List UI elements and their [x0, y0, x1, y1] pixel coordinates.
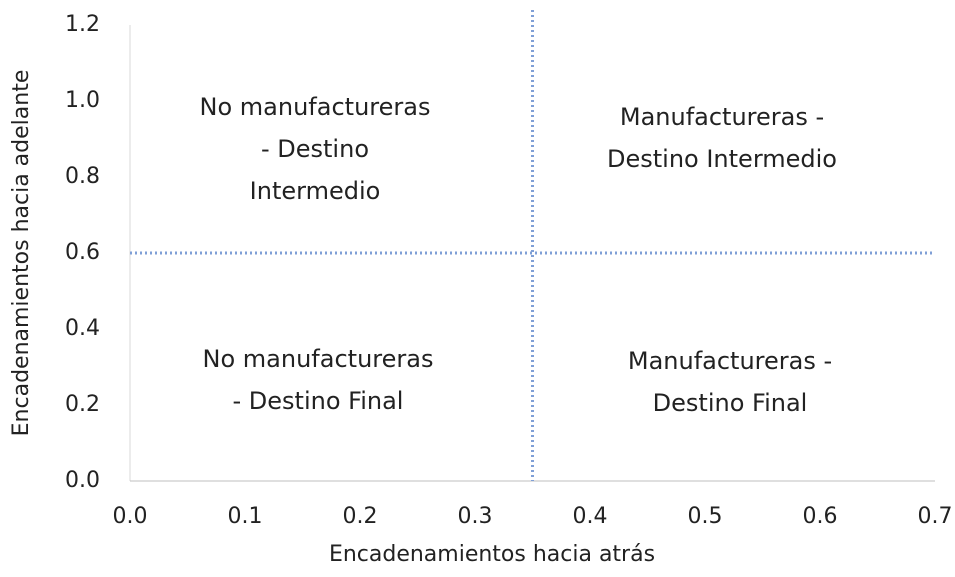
quadrant-label: Manufactureras -	[628, 347, 832, 375]
quadrant-label: No manufactureras	[203, 345, 434, 373]
x-tick-label: 0.7	[918, 504, 953, 529]
y-tick-label: 0.0	[65, 468, 100, 493]
x-tick-label: 0.5	[688, 504, 723, 529]
quadrant-label: No manufactureras	[200, 93, 431, 121]
y-tick-label: 0.4	[65, 316, 100, 341]
quadrant-label: - Destino Final	[233, 387, 404, 415]
x-tick-label: 0.6	[803, 504, 838, 529]
y-tick-label: 0.6	[65, 240, 100, 265]
x-axis-label: Encadenamientos hacia atrás	[329, 542, 655, 567]
y-tick-label: 0.8	[65, 164, 100, 189]
x-tick-label: 0.1	[228, 504, 263, 529]
quadrant-label: - Destino	[261, 135, 369, 163]
y-axis-label: Encadenamientos hacia adelante	[9, 70, 34, 437]
x-tick-label: 0.4	[573, 504, 608, 529]
y-tick-label: 1.0	[65, 88, 100, 113]
quadrant-label: Manufactureras -	[620, 103, 824, 131]
y-tick-label: 0.2	[65, 392, 100, 417]
x-tick-label: 0.0	[113, 504, 148, 529]
y-tick-label: 1.2	[65, 12, 100, 37]
quadrant-label: Destino Intermedio	[607, 145, 837, 173]
x-tick-label: 0.2	[343, 504, 378, 529]
quadrant-label: Destino Final	[653, 389, 808, 417]
x-tick-label: 0.3	[458, 504, 493, 529]
quadrant-label: Intermedio	[250, 177, 381, 205]
